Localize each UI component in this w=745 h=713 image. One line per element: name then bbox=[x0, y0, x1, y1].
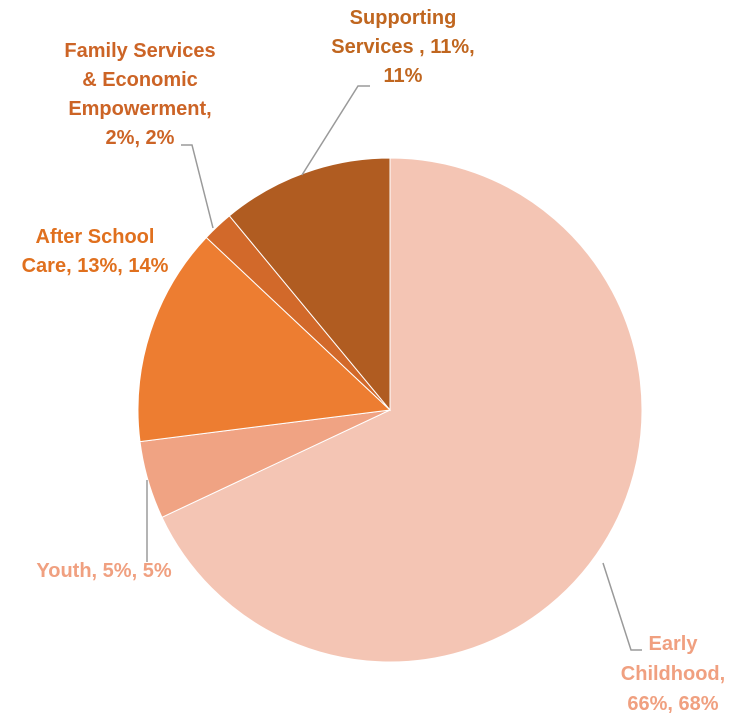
data-label-line: Care, 13%, 14% bbox=[22, 255, 169, 277]
leader-lines bbox=[146, 85, 642, 651]
data-label-line: 2%, 2% bbox=[106, 127, 175, 149]
data-label-family-services: Family Services & Economic Empowerment, 2%,… bbox=[64, 40, 215, 149]
data-label-supporting-services: Supporting Services , 11%, 11% bbox=[331, 7, 474, 87]
leader-line-supporting-services bbox=[301, 85, 370, 176]
data-label-line: Services , 11%, bbox=[331, 36, 474, 58]
pie-slice-after-school-care bbox=[137, 236, 392, 443]
data-label-line: & Economic bbox=[82, 69, 198, 91]
pie-slice-supporting-services bbox=[228, 157, 391, 412]
data-label-line: Childhood, bbox=[621, 663, 725, 685]
data-label-line: Empowerment, bbox=[68, 98, 211, 120]
pie-slices bbox=[137, 157, 643, 663]
data-label-early-childhood: Early Childhood, 66%, 68% bbox=[621, 633, 725, 713]
data-label-line: Youth, 5%, 5% bbox=[36, 560, 171, 582]
data-label-line: 66%, 68% bbox=[627, 693, 718, 713]
leader-line-early-childhood bbox=[602, 562, 642, 651]
leader-line-family-services bbox=[181, 144, 214, 229]
data-label-line: Family Services bbox=[64, 40, 215, 62]
data-label-line: Early bbox=[649, 633, 699, 655]
pie-slice-early-childhood bbox=[161, 157, 643, 663]
data-label-youth: Youth, 5%, 5% bbox=[36, 560, 171, 582]
data-label-after-school-care: After School Care, 13%, 14% bbox=[22, 226, 169, 277]
data-label-line: 11% bbox=[384, 65, 423, 87]
data-labels: Early Childhood, 66%, 68% Youth, 5%, 5% Afte… bbox=[22, 7, 726, 713]
data-label-line: Supporting bbox=[350, 7, 457, 29]
data-label-line: After School bbox=[36, 226, 155, 248]
